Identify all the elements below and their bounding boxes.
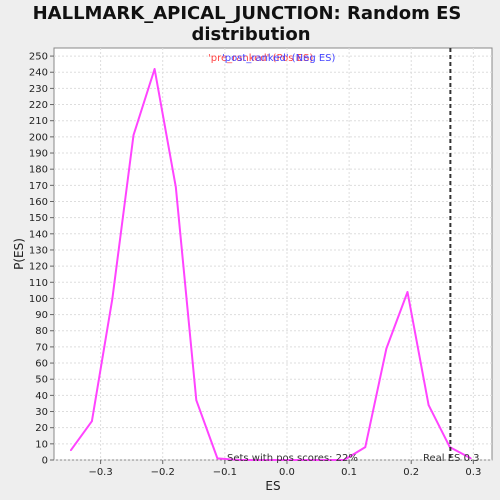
data-point xyxy=(279,459,282,461)
y-tick-label: 200 xyxy=(29,132,48,143)
y-tick-label: 130 xyxy=(29,245,48,256)
data-point xyxy=(237,459,240,461)
y-tick-label: 80 xyxy=(35,326,48,337)
grid-lines xyxy=(54,48,492,461)
y-tick-label: 40 xyxy=(35,391,48,402)
chart-title-line1: HALLMARK_APICAL_JUNCTION: Random ES xyxy=(33,3,462,24)
y-tick-label: 210 xyxy=(29,116,48,127)
y-tick-label: 150 xyxy=(29,213,48,224)
y-tick-label: 110 xyxy=(29,278,48,289)
legend-entry-post-ranked: 'post_ranked' (Neg ES) xyxy=(222,53,336,64)
data-point xyxy=(406,291,409,293)
real-es-annotation: Real ES 0.3 xyxy=(423,453,479,464)
x-tick-label: 0.2 xyxy=(403,467,419,478)
data-point xyxy=(69,449,72,452)
y-tick-label: 10 xyxy=(35,439,48,450)
x-tick-label: −0.2 xyxy=(151,467,175,478)
data-point xyxy=(153,68,156,70)
y-tick-label: 60 xyxy=(35,359,48,370)
pos-scores-annotation: Sets with pos scores: 22% xyxy=(227,453,358,464)
series-layer xyxy=(69,68,472,461)
data-point xyxy=(385,347,388,350)
data-point xyxy=(258,459,261,461)
x-tick-label: −0.1 xyxy=(213,467,237,478)
y-tick-label: 120 xyxy=(29,262,48,273)
x-axis-label: ES xyxy=(265,479,280,493)
y-tick-label: 140 xyxy=(29,229,48,240)
data-point xyxy=(470,457,472,460)
data-point xyxy=(364,446,367,448)
y-tick-label: 70 xyxy=(35,342,48,353)
y-tick-label: 50 xyxy=(35,375,48,386)
y-tick-label: 220 xyxy=(29,100,48,111)
y-tick-label: 160 xyxy=(29,197,48,208)
data-point xyxy=(216,457,219,460)
y-tick-label: 190 xyxy=(29,149,48,160)
x-tick-label: 0.3 xyxy=(465,467,481,478)
y-axis-ticks: 0 10 20 30 40 50 60 70 80 90 100 110 120 130 140 150 160… xyxy=(29,52,54,467)
y-tick-label: 250 xyxy=(29,52,48,63)
chart-title-line2: distribution xyxy=(191,24,310,45)
data-point xyxy=(322,459,324,461)
x-tick-label: 0.1 xyxy=(341,467,357,478)
plot-area xyxy=(53,47,493,461)
legend-entry-pre-ranked: 'pre_ranked' (Pos ES) xyxy=(208,53,313,64)
y-tick-label: 230 xyxy=(29,84,48,95)
y-tick-label: 20 xyxy=(35,423,48,434)
y-tick-label: 240 xyxy=(29,68,48,79)
data-point xyxy=(111,297,114,300)
y-tick-label: 30 xyxy=(35,407,48,418)
x-tick-label: −0.3 xyxy=(88,467,112,478)
data-point xyxy=(301,459,303,461)
data-point xyxy=(91,420,93,423)
data-point xyxy=(132,134,135,137)
y-tick-label: 0 xyxy=(42,456,48,467)
data-point xyxy=(427,404,430,406)
y-tick-label: 90 xyxy=(35,310,48,321)
es-distribution-series-line xyxy=(69,68,472,461)
x-tick-label: 0.0 xyxy=(279,467,295,478)
data-point xyxy=(195,399,198,402)
data-point xyxy=(343,459,345,461)
y-axis-label: P(ES) xyxy=(12,238,26,270)
data-point xyxy=(174,186,177,188)
y-tick-label: 180 xyxy=(29,165,48,176)
y-tick-label: 100 xyxy=(29,294,48,305)
y-tick-label: 170 xyxy=(29,181,48,192)
